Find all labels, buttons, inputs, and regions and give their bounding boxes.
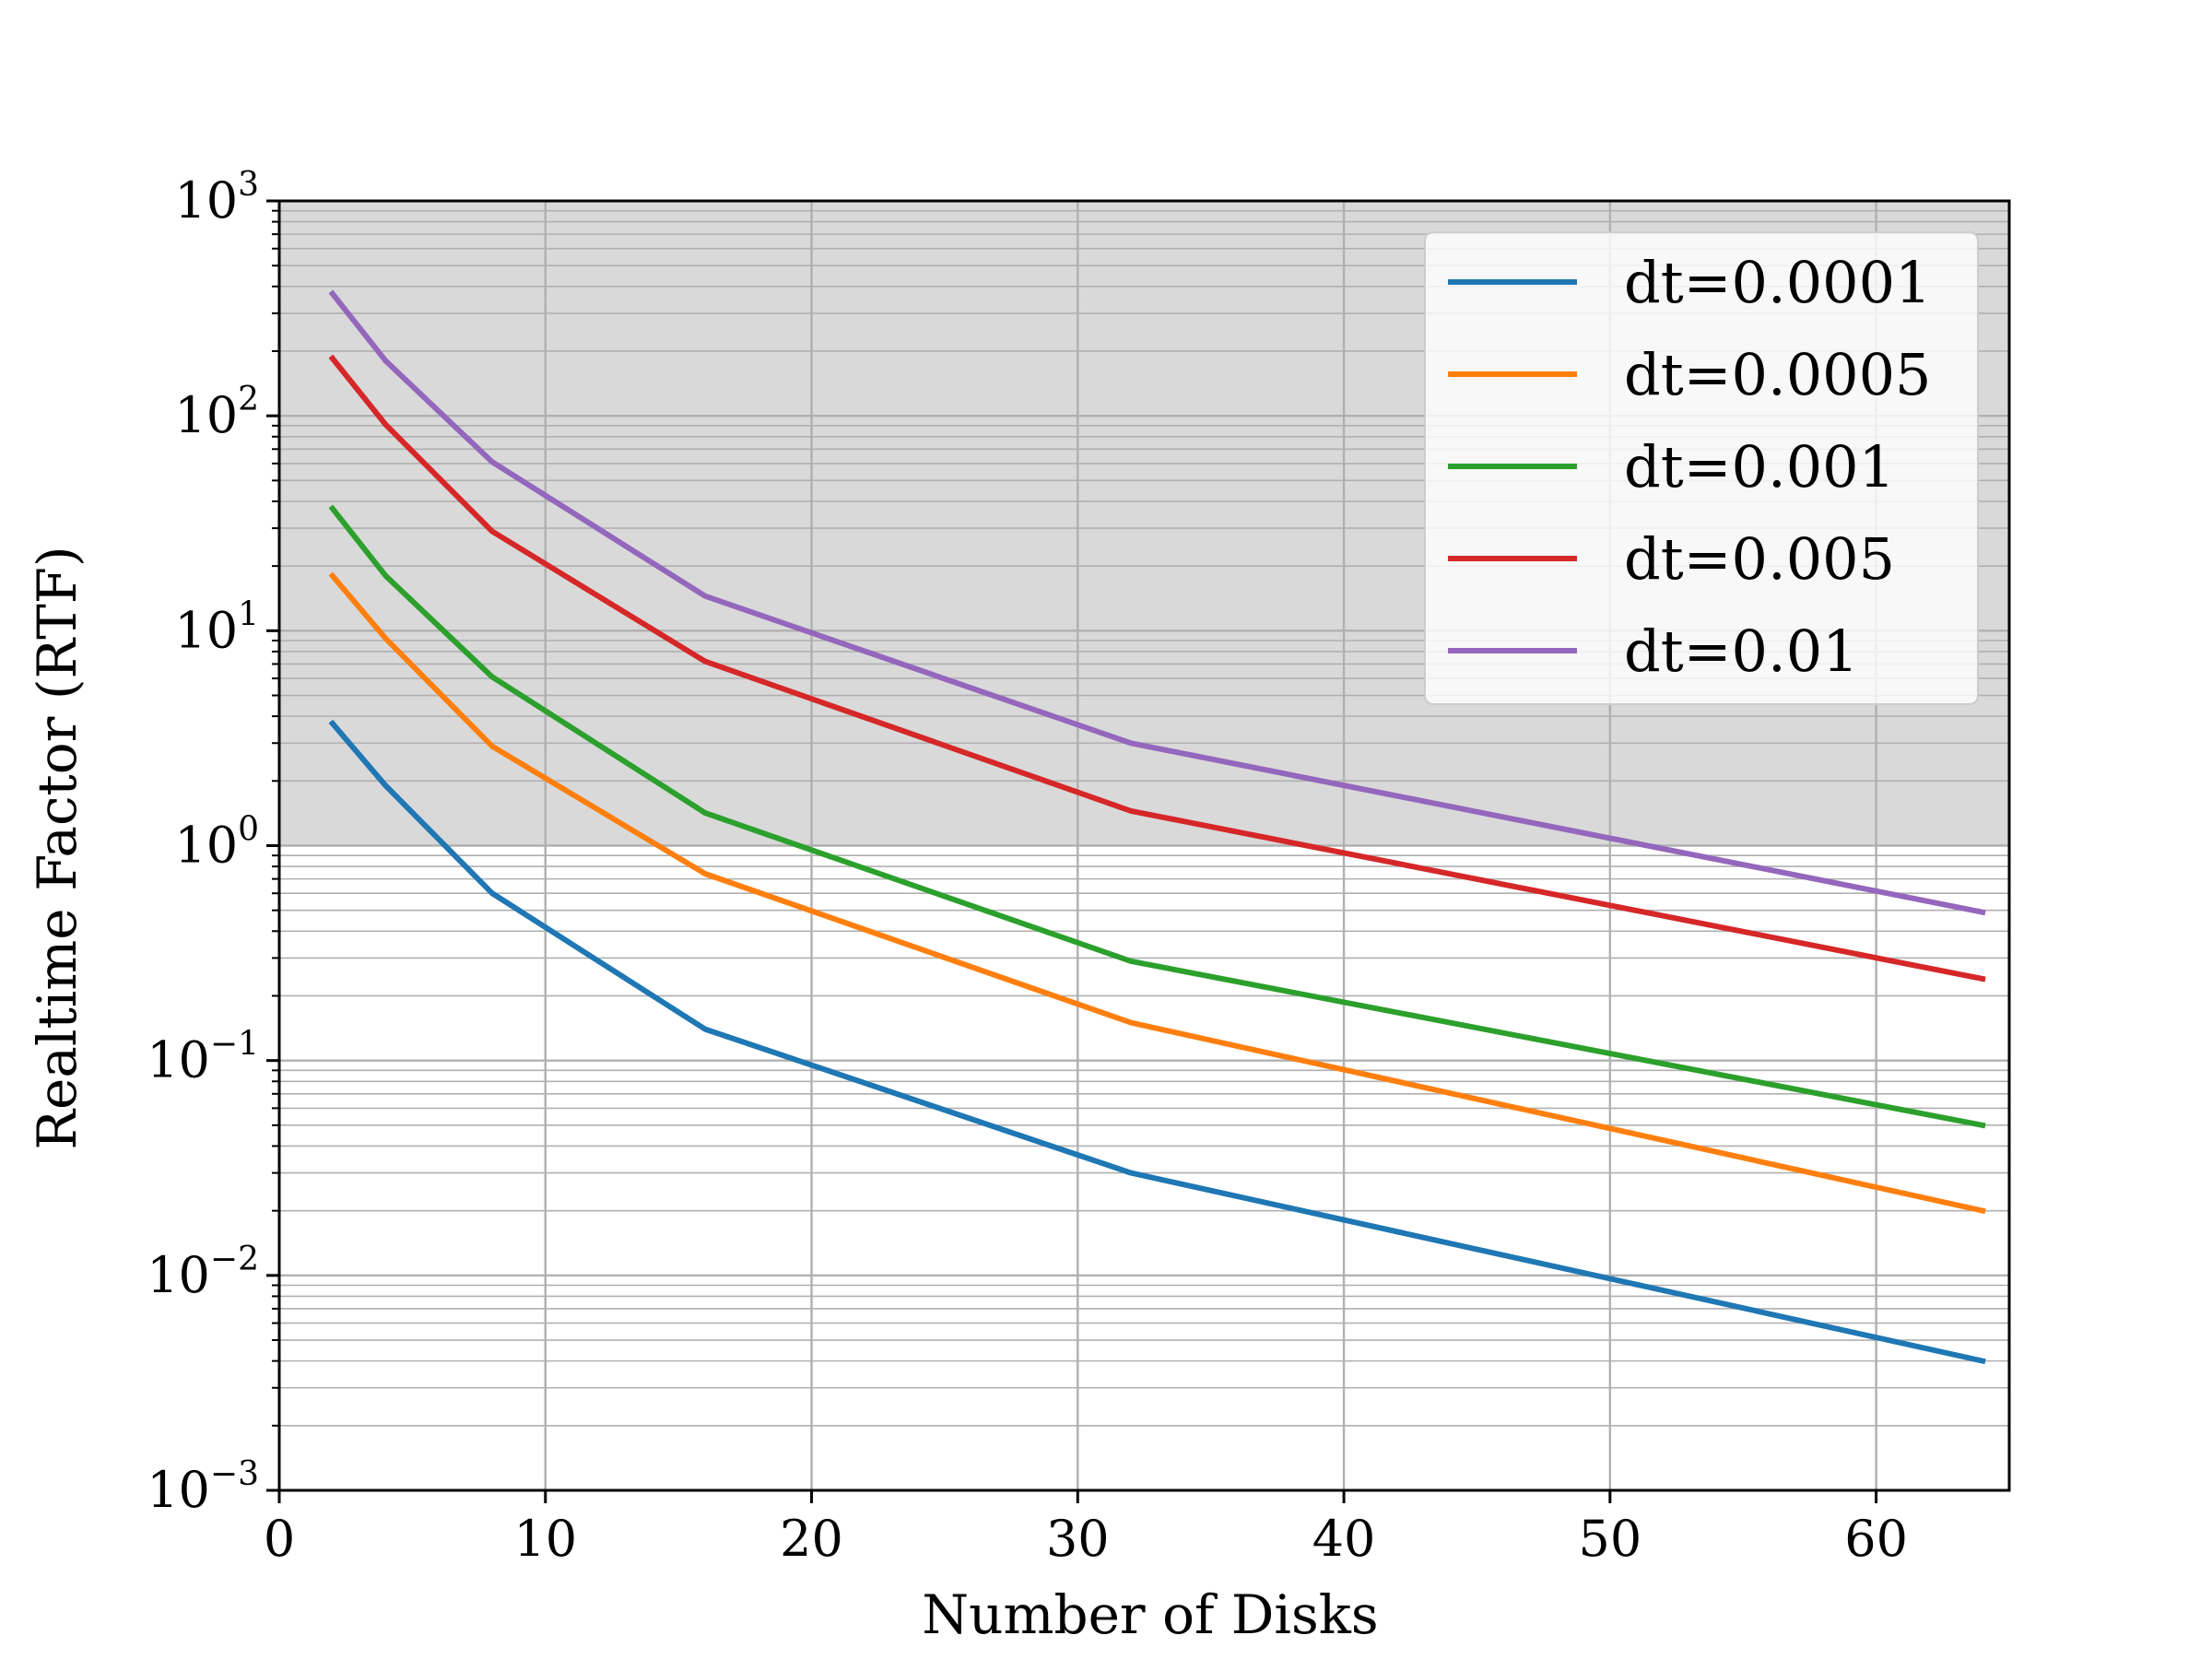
x-tick-label: 40	[1312, 1510, 1376, 1568]
axis-ticks	[266, 199, 1878, 1503]
x-tick-label: 50	[1578, 1510, 1641, 1568]
y-tick-label: 10−2	[147, 1241, 259, 1304]
x-tick-labels: 0 10 20 30 40 50 60	[264, 1510, 1908, 1568]
y-tick-label: 100	[174, 811, 259, 875]
y-tick-label: 10−1	[147, 1026, 259, 1089]
y-tick-labels: 103 102 101 100 10−1 10−2 10−3	[147, 166, 259, 1519]
y-tick-label: 103	[174, 166, 259, 229]
series-line-dt=0.0005	[328, 571, 1986, 1215]
x-tick-label: 60	[1844, 1510, 1908, 1568]
y-tick-label: 101	[174, 595, 259, 659]
y-axis-label: Realtime Factor (RTF)	[26, 546, 88, 1149]
legend-label-dt=0.0001: dt=0.0001	[1624, 249, 1932, 316]
x-tick-label: 20	[780, 1510, 843, 1568]
legend-box	[1424, 231, 1979, 705]
legend-label-dt=0.0005: dt=0.0005	[1624, 341, 1932, 408]
x-tick-label: 30	[1046, 1510, 1110, 1568]
legend-label-dt=0.01: dt=0.01	[1624, 618, 1859, 685]
series-line-dt=0.01	[328, 289, 1986, 916]
legend-label-dt=0.001: dt=0.001	[1624, 433, 1895, 500]
legend-label-dt=0.005: dt=0.005	[1624, 525, 1895, 593]
x-tick-label: 0	[264, 1510, 295, 1568]
y-tick-label: 10−3	[147, 1455, 259, 1519]
series-line-dt=0.001	[328, 504, 1986, 1129]
x-tick-label: 10	[513, 1510, 577, 1568]
series-line-dt=0.0001	[328, 719, 1986, 1365]
y-tick-label: 102	[174, 381, 259, 444]
series-lines	[328, 289, 1986, 1365]
series-line-dt=0.005	[328, 354, 1986, 982]
legend: dt=0.0001 dt=0.0005 dt=0.001 dt=0.005 dt=0.0…	[1424, 231, 1979, 705]
x-axis-label: Number of Disks	[922, 1583, 1378, 1646]
